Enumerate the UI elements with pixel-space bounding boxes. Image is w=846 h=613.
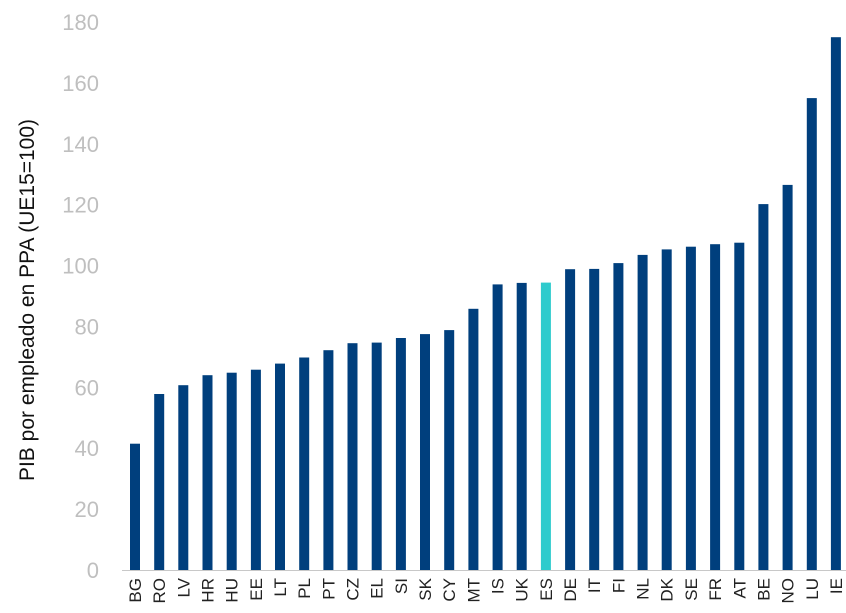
x-tick-label-cz: CZ [344, 578, 363, 601]
bar-bg [130, 443, 140, 570]
y-tick-label: 40 [75, 436, 99, 461]
bar-de [565, 269, 576, 570]
bar-cy [444, 330, 455, 570]
y-tick-label: 120 [62, 193, 99, 218]
x-tick-label-fi: FI [609, 578, 628, 593]
bar-at [734, 242, 745, 570]
bar-es [540, 282, 551, 570]
bar-el [371, 342, 382, 570]
bar-lv [178, 385, 189, 570]
x-tick-label-es: ES [537, 578, 556, 601]
bar-uk [516, 282, 527, 570]
x-tick-label-cy: CY [440, 578, 459, 602]
y-tick-label: 0 [87, 558, 99, 583]
x-tick-label-ee: EE [247, 578, 266, 601]
x-tick-label-sk: SK [416, 577, 435, 600]
y-tick-label: 180 [62, 10, 99, 35]
bar-fi [613, 263, 624, 570]
x-tick-label-dk: DK [658, 577, 677, 601]
bar-it [589, 268, 600, 570]
x-tick-label-ie: IE [827, 578, 846, 594]
x-tick-label-hu: HU [223, 578, 242, 603]
bar-ie [830, 37, 841, 570]
y-axis-title: PIB por empleado en PPA (UE15=100) [16, 119, 39, 481]
x-tick-label-uk: UK [513, 577, 532, 601]
bar-pl [299, 357, 310, 570]
y-tick-label: 80 [75, 314, 99, 339]
x-tick-label-be: BE [754, 578, 773, 601]
bar-ee [250, 369, 261, 570]
x-tick-label-hr: HR [199, 578, 218, 603]
x-tick-label-no: NO [779, 578, 798, 604]
bar-dk [661, 249, 672, 570]
y-axis-ticks: 0 20 40 60 80 100 120 140 160 180 [62, 10, 99, 583]
x-tick-label-lu: LU [803, 578, 822, 600]
bar-lt [275, 363, 285, 570]
x-tick-label-lv: LV [174, 577, 193, 597]
x-tick-label-pl: PL [295, 578, 314, 599]
bar-si [395, 338, 406, 570]
bar-hu [226, 372, 237, 570]
y-tick-label: 140 [62, 132, 99, 157]
bar-ro [154, 394, 165, 570]
x-axis-labels: BG RO LV HR HU EE LT PL PT CZ EL SI SK CY MT IS UK ES DE IT… [126, 577, 846, 603]
x-tick-label-pt: PT [319, 578, 338, 600]
y-tick-label: 20 [75, 497, 99, 522]
bar-no [782, 184, 793, 570]
x-tick-label-el: EL [368, 578, 387, 599]
y-tick-label: 100 [62, 254, 99, 279]
bars [130, 37, 841, 570]
x-tick-label-se: SE [682, 578, 701, 601]
bar-sk [420, 334, 430, 570]
y-tick-label: 160 [62, 71, 99, 96]
bar-lu [806, 98, 817, 570]
bar-se [685, 246, 696, 570]
bar-mt [468, 308, 479, 570]
y-tick-label: 60 [75, 375, 99, 400]
x-tick-label-mt: MT [464, 578, 483, 603]
bar-fr [710, 244, 721, 570]
bar-pt [323, 350, 334, 570]
x-tick-label-lt: LT [271, 578, 290, 597]
x-tick-label-nl: NL [634, 578, 653, 600]
x-tick-label-is: IS [489, 578, 508, 594]
x-tick-label-at: AT [730, 578, 749, 598]
bar-is [492, 284, 503, 570]
x-tick-label-de: DE [561, 578, 580, 602]
bar-cz [347, 343, 358, 570]
bar-nl [637, 254, 648, 570]
x-tick-label-si: SI [392, 578, 411, 594]
bar-be [758, 204, 769, 570]
bar-hr [202, 375, 213, 570]
x-tick-label-it: IT [585, 578, 604, 593]
x-tick-label-bg: BG [126, 578, 145, 603]
x-tick-label-fr: FR [706, 578, 725, 601]
x-tick-label-ro: RO [150, 578, 169, 604]
